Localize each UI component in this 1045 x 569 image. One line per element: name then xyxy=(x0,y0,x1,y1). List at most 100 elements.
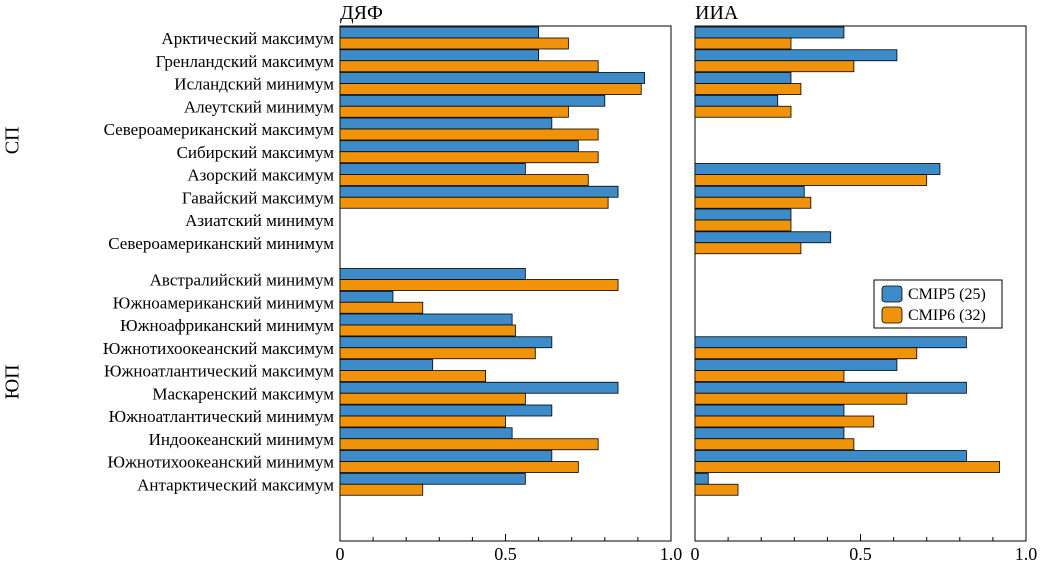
legend-label: CMIP6 (32) xyxy=(908,307,986,324)
panel-title: ИИА xyxy=(695,2,739,24)
bar xyxy=(339,151,599,164)
bar xyxy=(694,370,845,382)
bar xyxy=(694,231,832,244)
bar xyxy=(694,26,845,39)
panel-title: ДЯФ xyxy=(340,2,383,24)
x-tick-label: 1.0 xyxy=(660,544,683,564)
bar xyxy=(339,163,526,175)
bar xyxy=(694,461,1000,473)
bar xyxy=(694,83,802,95)
bar xyxy=(339,427,513,440)
bar xyxy=(339,268,526,280)
bar xyxy=(339,72,645,84)
bar xyxy=(694,347,918,360)
bar xyxy=(694,392,908,405)
bar xyxy=(694,483,739,496)
bar xyxy=(339,301,424,314)
bar xyxy=(339,461,579,473)
bar xyxy=(694,415,875,428)
bar xyxy=(694,336,967,349)
bar xyxy=(339,324,516,337)
bar xyxy=(694,404,845,417)
category-label: Австралийский минимум xyxy=(150,271,335,290)
bar xyxy=(339,49,540,62)
group-label: СП xyxy=(2,126,24,154)
category-label: Азорский максимум xyxy=(187,166,334,185)
bar xyxy=(339,450,553,462)
legend-label: CMIP5 (25) xyxy=(908,286,986,303)
category-label: Исландский минимум xyxy=(174,75,334,94)
bar xyxy=(339,370,487,382)
bar xyxy=(339,313,513,326)
bar xyxy=(339,381,619,394)
category-label: Южнотихоокеанский максимум xyxy=(103,339,334,358)
category-label: Южноафриканский минимум xyxy=(120,316,334,335)
bar xyxy=(694,450,967,462)
category-label: Южноатлантический минимум xyxy=(109,407,335,426)
bar xyxy=(339,438,599,451)
x-tick-label: 0.5 xyxy=(849,544,872,564)
bar xyxy=(339,185,619,198)
x-tick-label: 0.5 xyxy=(494,544,517,564)
bar xyxy=(339,37,569,50)
bar xyxy=(339,415,506,428)
bar xyxy=(339,174,589,186)
bar xyxy=(339,483,424,496)
bar xyxy=(694,163,941,175)
bar xyxy=(339,279,619,291)
bar xyxy=(694,381,967,394)
category-label: Азиатский минимум xyxy=(185,211,334,230)
bar xyxy=(339,128,599,141)
bar xyxy=(339,26,540,39)
bar xyxy=(694,427,845,440)
bar xyxy=(694,49,898,62)
group-label: ЮП xyxy=(2,364,24,399)
bar xyxy=(694,185,805,198)
category-label: Индоокеанский минимум xyxy=(149,430,335,449)
bar xyxy=(339,472,526,485)
bar xyxy=(339,94,606,107)
bar xyxy=(694,72,792,84)
bar xyxy=(339,60,599,73)
bar xyxy=(339,392,526,405)
bar xyxy=(694,94,779,107)
bar xyxy=(339,83,642,95)
category-label: Алеутский минимум xyxy=(184,97,334,116)
bar xyxy=(694,37,792,50)
x-tick-label: 0 xyxy=(691,544,700,564)
x-tick-label: 0 xyxy=(336,544,345,564)
legend-swatch xyxy=(881,306,903,324)
category-label: Южноамериканский минимум xyxy=(113,293,334,312)
bar xyxy=(339,347,536,360)
bar xyxy=(694,196,812,209)
bar xyxy=(694,242,802,255)
bar xyxy=(694,105,792,118)
category-label: Маскаренский максимум xyxy=(152,384,334,403)
bar xyxy=(694,174,928,186)
category-label: Антарктический максимум xyxy=(137,475,334,494)
bar xyxy=(339,404,553,417)
bar xyxy=(694,219,792,232)
category-label: Арктический максимум xyxy=(161,29,334,48)
bar xyxy=(694,208,792,221)
bar xyxy=(694,60,855,73)
category-label: Гренландский максимум xyxy=(156,52,335,71)
category-label: Сибирский максимум xyxy=(177,143,335,162)
bar xyxy=(694,472,709,485)
x-tick-label: 1.0 xyxy=(1015,544,1038,564)
category-label: Южноатлантический максимум xyxy=(104,362,334,381)
bar xyxy=(339,359,434,371)
bar xyxy=(694,359,898,371)
bar xyxy=(339,140,579,153)
bar xyxy=(339,336,553,349)
category-label: Гавайский максимум xyxy=(182,188,334,207)
bar xyxy=(339,117,553,130)
bar xyxy=(339,290,394,303)
legend-swatch xyxy=(881,285,903,303)
category-label: Североамериканский минимум xyxy=(108,234,334,253)
category-label: Южнотихоокеанский минимум xyxy=(107,453,334,472)
category-label: Североамериканский максимум xyxy=(104,120,335,139)
bar xyxy=(694,438,855,451)
